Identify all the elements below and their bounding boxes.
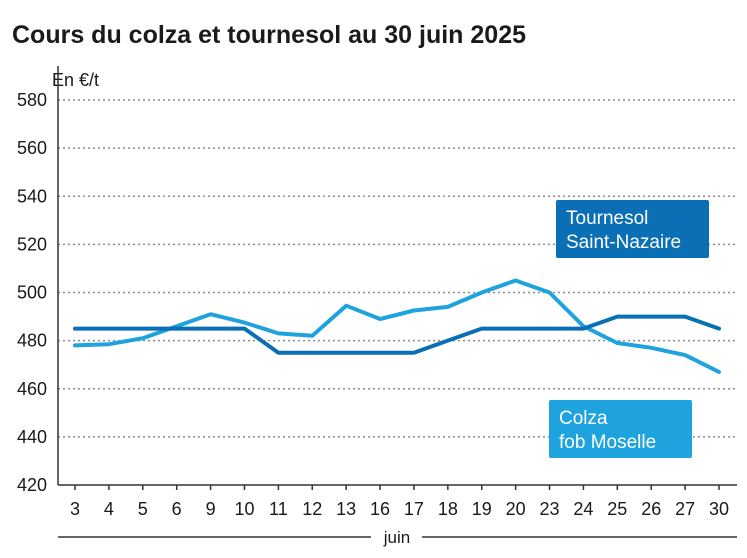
x-tick-label: 19 — [472, 499, 492, 519]
legend-label: Tournesol — [566, 208, 648, 229]
series-line-colza — [73, 278, 721, 374]
x-tick-label: 26 — [641, 499, 661, 519]
y-tick-label: 540 — [17, 186, 47, 206]
y-axis-unit-label: En €/t — [52, 70, 99, 90]
x-tick-label: 12 — [302, 499, 322, 519]
x-tick-label: 5 — [138, 499, 148, 519]
series-line-tournesol — [73, 314, 721, 355]
month-axis-group: juin — [58, 528, 737, 547]
x-tick-label: 6 — [172, 499, 182, 519]
x-tick-label: 24 — [573, 499, 593, 519]
x-tick-label: 4 — [104, 499, 114, 519]
x-tick-label: 30 — [709, 499, 729, 519]
month-label: juin — [383, 528, 410, 547]
x-tick-label: 16 — [370, 499, 390, 519]
chart-title: Cours du colza et tournesol au 30 juin 2… — [12, 21, 526, 49]
y-tick-label: 560 — [17, 138, 47, 158]
x-tick-label: 11 — [269, 499, 288, 519]
x-tick-label: 18 — [438, 499, 458, 519]
x-tick-label: 13 — [336, 499, 356, 519]
axis-layer: 420 440 460 480 500 520 540 560 580 3 4 5 6 9 10 11 12 13… — [17, 66, 737, 519]
x-tick-label: 10 — [234, 499, 254, 519]
legend-box-colza — [549, 400, 692, 458]
x-tick-label: 9 — [206, 499, 216, 519]
x-tick-label: 20 — [506, 499, 526, 519]
x-tick-label: 25 — [607, 499, 627, 519]
x-tick-label: 23 — [540, 499, 560, 519]
y-tick-label: 500 — [17, 283, 47, 303]
legend-label: Saint-Nazaire — [566, 232, 681, 253]
x-tick-label: 27 — [675, 499, 695, 519]
grid-layer — [58, 99, 737, 438]
y-tick-label: 460 — [17, 379, 47, 399]
series-layer — [73, 278, 721, 374]
legend-label: Colza — [559, 408, 608, 429]
legend-layer: Tournesol Saint-Nazaire Colza fob Moselle — [549, 200, 709, 458]
y-tick-label: 580 — [17, 90, 47, 110]
legend-label: fob Moselle — [559, 432, 656, 453]
y-tick-label: 420 — [17, 475, 47, 495]
x-tick-label: 3 — [70, 499, 80, 519]
x-tick-label: 17 — [404, 499, 424, 519]
y-tick-label: 440 — [17, 427, 47, 447]
y-tick-label: 520 — [17, 234, 47, 254]
y-tick-label: 480 — [17, 331, 47, 351]
legend-box-tournesol — [556, 200, 709, 258]
